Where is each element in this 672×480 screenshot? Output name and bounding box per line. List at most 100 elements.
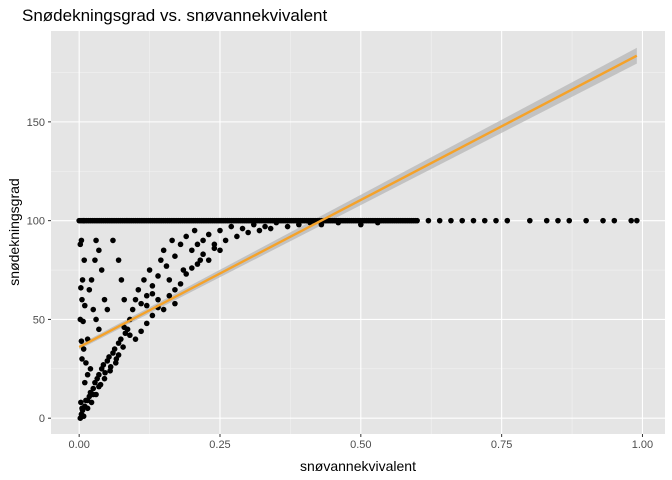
data-point [217, 227, 223, 234]
data-point [228, 223, 235, 230]
data-point [132, 296, 139, 303]
data-point [234, 233, 240, 240]
data-point [79, 405, 85, 412]
data-point [87, 366, 94, 372]
x-tick-label: 0.75 [491, 439, 512, 451]
y-tick-label: 100 [27, 216, 45, 228]
data-point [77, 316, 84, 323]
x-tick-label: 1.00 [632, 439, 653, 451]
data-point [149, 290, 156, 297]
x-tick-label: 0.00 [68, 439, 89, 451]
data-point [104, 306, 111, 313]
data-point [93, 316, 99, 323]
data-point [106, 354, 112, 360]
data-point [566, 217, 573, 224]
data-point [83, 360, 89, 366]
x-tick-label: 0.50 [350, 439, 371, 451]
data-point [205, 257, 212, 263]
x-axis-title: snøvannekvivalent [300, 458, 416, 474]
data-point [169, 237, 175, 244]
data-point [96, 383, 102, 390]
data-point [180, 267, 187, 273]
data-point [200, 237, 206, 244]
data-point [634, 217, 640, 224]
points-layer [76, 217, 640, 421]
data-point [527, 217, 533, 224]
data-point [79, 356, 85, 362]
data-point [110, 237, 116, 244]
data-point [81, 302, 88, 309]
data-point [194, 241, 201, 248]
data-point [414, 217, 420, 224]
data-point [256, 227, 263, 234]
data-point [80, 346, 87, 352]
data-point [115, 257, 122, 263]
data-point [211, 241, 218, 248]
data-point [138, 328, 144, 335]
data-point [177, 241, 184, 248]
data-point [149, 312, 156, 319]
data-point [543, 217, 550, 224]
data-point [183, 271, 189, 277]
data-point [81, 257, 88, 263]
y-tick-label: 0 [39, 413, 45, 425]
data-point [189, 247, 195, 254]
data-point [129, 306, 136, 313]
data-point [158, 257, 164, 263]
data-point [102, 369, 108, 376]
data-point [194, 261, 201, 267]
data-point [191, 227, 198, 234]
y-axis-title: snødekningsgrad [6, 178, 22, 285]
data-point [81, 379, 88, 386]
data-point [115, 352, 122, 358]
data-point [121, 296, 128, 303]
data-point [90, 306, 97, 313]
data-point [470, 217, 477, 224]
data-point [600, 217, 606, 224]
fit-line-layer [78, 54, 638, 349]
data-point [101, 375, 108, 382]
data-point [111, 346, 118, 352]
data-point [183, 233, 189, 240]
data-point [262, 223, 268, 230]
data-point [98, 267, 105, 273]
data-point [141, 277, 147, 283]
data-point [166, 292, 173, 299]
data-point [84, 336, 91, 342]
data-point [107, 367, 113, 374]
data-point [166, 277, 173, 283]
data-point [143, 302, 150, 309]
data-point [118, 277, 125, 283]
data-point [245, 229, 251, 236]
data-point [132, 336, 139, 342]
y-axis-ticks: 0 50 100 150 [27, 117, 51, 425]
data-point [138, 300, 144, 307]
data-point [146, 267, 153, 273]
data-point [611, 217, 618, 224]
y-tick-label: 50 [33, 314, 45, 326]
data-point [200, 251, 206, 258]
data-point [205, 231, 212, 238]
data-point [172, 286, 178, 293]
data-point [436, 217, 443, 224]
data-point [267, 225, 274, 232]
data-point [112, 360, 119, 366]
data-point [79, 277, 86, 283]
data-point [555, 217, 561, 224]
data-point [217, 247, 223, 254]
x-tick-label: 0.25 [209, 439, 230, 451]
data-point [84, 405, 91, 412]
data-point [172, 300, 178, 307]
data-point [493, 217, 499, 224]
data-point [84, 397, 91, 404]
data-point [211, 245, 218, 252]
chart-title: Snødekningsgrad vs. snøvannekvivalent [22, 6, 327, 25]
data-point [163, 263, 170, 269]
data-point [79, 296, 85, 303]
data-point [127, 332, 133, 339]
regression-line [78, 54, 638, 349]
data-point [96, 326, 102, 333]
data-point [239, 225, 246, 232]
data-point [459, 217, 466, 224]
